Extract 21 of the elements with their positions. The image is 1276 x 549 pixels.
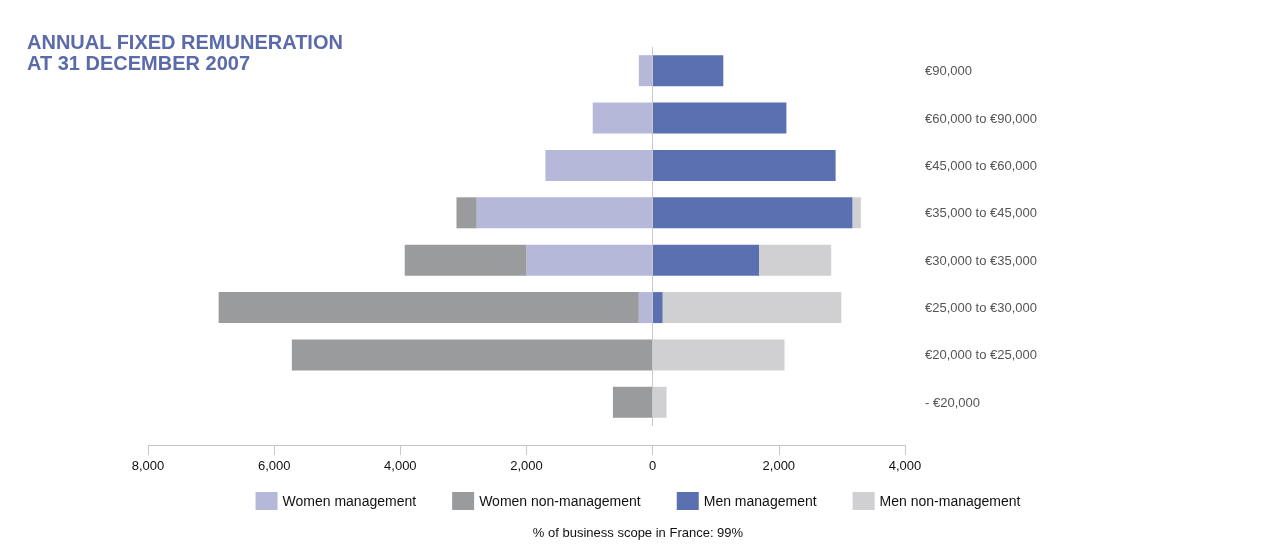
legend-label: Men non-management [879,493,1021,509]
y-tick-label: €60,000 to €90,000 [925,110,1038,126]
chart-title: ANNUAL FIXED REMUNERATION AT 31 DECEMBER 2007 [27,30,343,74]
x-tick-label: 8,000 [131,458,165,473]
y-tick-label: €45,000 to €60,000 [925,157,1038,173]
y-tick-label: €25,000 to €30,000 [925,300,1038,316]
legend-label: Women management [282,493,417,509]
x-tick-label: 2,000 [762,458,796,473]
legend-label: Women non-management [479,493,641,509]
y-tick-label: €30,000 to €35,000 [925,252,1038,268]
text: % of business scope in France: 99% [532,525,744,540]
x-tick-label: 2,000 [510,458,543,473]
y-tick-label: €90,000 [925,63,972,79]
y-tick-label: €20,000 to €25,000 [925,347,1038,363]
x-tick-label: 0 [649,458,657,473]
x-tick-label: 6,000 [257,458,291,473]
x-tick-label: 4,000 [384,458,417,473]
y-tick-label: - €20,000 [925,394,980,410]
legend-label: Men management [703,493,817,509]
y-tick-label: €35,000 to €45,000 [925,205,1038,221]
x-tick-label: 4,000 [888,458,922,473]
